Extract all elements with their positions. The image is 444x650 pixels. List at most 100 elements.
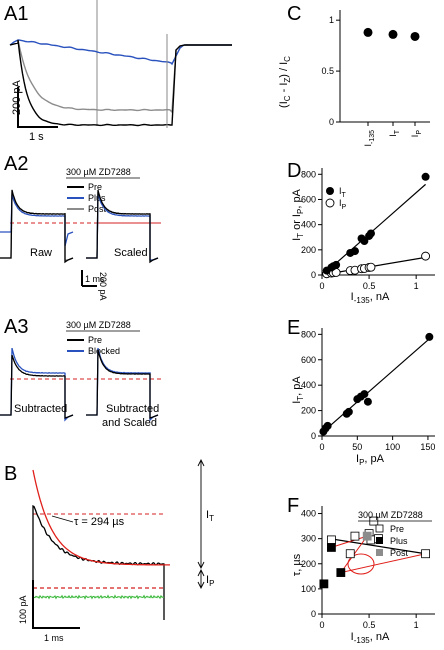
a2-raw-trace-pre	[0, 189, 74, 264]
panel-e: E IT, pA IP, pA 0 200 400 600 800 0 50 100 150	[287, 317, 435, 467]
panel-label-d: D	[287, 160, 301, 182]
f-legend-marker-post	[376, 549, 383, 556]
a1-trace-plus	[9, 39, 232, 66]
a2-scaled-label: Scaled	[114, 247, 148, 259]
a3-legend-pre: Pre	[88, 335, 102, 345]
e-fit	[321, 336, 432, 434]
b-residual	[32, 594, 165, 600]
e-yticks-label-1: 200	[301, 406, 316, 416]
d-yticks-label-0: 0	[311, 270, 316, 280]
panel-label-f: F	[287, 495, 299, 517]
panel-a1: A1 200 pA 1 s	[4, 0, 232, 143]
f-point-plus-0	[319, 579, 329, 589]
a3-subtracted-scaled-label-1: Subtracted	[106, 403, 159, 415]
a1-scalebar	[17, 87, 58, 128]
c-yticks-label-2: 1	[329, 15, 334, 25]
c-xtick-label-2: IP	[410, 130, 423, 138]
e-yticks-label-0: 0	[311, 431, 316, 441]
d-point-it-10	[421, 172, 430, 181]
panel-a2: A2 300 µM ZD7288 Pre Plus Post Raw Scale…	[0, 153, 161, 301]
panel-label-c: C	[287, 3, 301, 25]
c-xtick-label-0: I-135	[363, 130, 376, 147]
panel-f: F τ, µs I-135, nA 0 100 200 300 400 0 0.5 1 30…	[287, 495, 435, 645]
e-yticks-label-3: 600	[301, 355, 316, 365]
panel-d: D IT or IP, pA I-135, nA 0 200 400 600 800 0…	[287, 160, 435, 305]
d-yticks-label-4: 800	[301, 169, 316, 179]
b-it-arrow	[197, 458, 205, 570]
panel-label-b: B	[4, 463, 17, 485]
a2-scaled-trace-plus	[86, 193, 159, 261]
d-yticks-label-3: 600	[301, 194, 316, 204]
d-yticks-label-1: 200	[301, 245, 316, 255]
f-y-axis-title: τ, µs	[291, 553, 303, 576]
a2-scalebar-y-label: 200 pA	[98, 272, 108, 301]
a3-subtracted-trace-pre	[0, 354, 74, 419]
c-yticks-label-1: 0.5	[321, 66, 334, 76]
f-yticks-label-0: 0	[311, 609, 316, 619]
f-point-plus-2	[336, 568, 346, 577]
f-point-pre-2	[350, 531, 360, 541]
d-point-ip-9	[366, 262, 376, 272]
a3-subtracted-label: Subtracted	[14, 403, 67, 415]
f-legend-plus: Plus	[390, 536, 408, 546]
d-xticks-label-1: 0.5	[363, 281, 376, 291]
b-ip-label: IP	[206, 574, 214, 588]
b-fit	[32, 469, 170, 566]
c-point-2	[410, 31, 420, 41]
e-xticks-label-2: 100	[385, 442, 400, 452]
a3-subtracted-trace-blocked	[0, 347, 74, 422]
e-yticks-label-4: 800	[301, 329, 316, 339]
e-xticks-label-1: 50	[352, 442, 362, 452]
b-scalebar-x-label: 1 ms	[44, 633, 64, 643]
a1-trace-pre	[9, 39, 232, 127]
d-fit-it	[324, 183, 426, 274]
a3-legend-title: 300 µM ZD7288	[66, 320, 131, 330]
a1-scalebar-x-label: 1 s	[29, 131, 44, 143]
d-legend-ip: IP	[339, 198, 347, 211]
e-yticks-label-2: 400	[301, 380, 316, 390]
d-yticks-label-2: 400	[301, 220, 316, 230]
b-ip-arrow	[197, 568, 205, 590]
e-point-9	[425, 332, 434, 341]
c-point-0	[363, 27, 373, 37]
a2-legend-title: 300 µM ZD7288	[66, 167, 131, 177]
panel-c: C (IC - IZ) / IC 0 0.5 1 I-135 IT IP	[278, 3, 430, 147]
d-point-it-9	[366, 229, 375, 238]
d-point-it-5	[350, 247, 359, 256]
f-yticks-label-2: 200	[301, 559, 316, 569]
a2-scalebar-x-label: 1 ms	[85, 274, 105, 284]
f-legend-title: 300 µM ZD7288	[358, 510, 423, 520]
c-yticks-label-0: 0	[329, 117, 334, 127]
d-y-axis-title: IT or IP, pA	[291, 188, 305, 240]
a2-raw-label: Raw	[30, 247, 52, 259]
d-point-it-3	[332, 260, 341, 269]
panel-label-a3: A3	[4, 316, 28, 338]
f-point-pre-0	[327, 535, 336, 545]
a2-scalebar	[81, 270, 97, 287]
f-point-plus-1	[327, 543, 336, 552]
c-xtick-label-1: IT	[388, 129, 401, 137]
f-fit-pre	[329, 538, 426, 555]
f-x-axis-title: I-135, nA	[351, 631, 390, 645]
c-y-axis-title: (IC - IZ) / IC	[278, 56, 292, 108]
a3-legend-blocked: Blocked	[88, 346, 120, 356]
f-yticks-label-1: 100	[301, 584, 316, 594]
e-point-4	[344, 407, 353, 416]
f-legend-post: Post	[390, 548, 409, 558]
f-xticks-label-0: 0	[319, 620, 324, 630]
e-xticks-label-0: 0	[319, 442, 324, 452]
f-xticks-label-1: 0.5	[363, 620, 376, 630]
b-tau-pointer	[51, 515, 74, 523]
f-point-pre-7	[421, 549, 430, 559]
e-point-8	[363, 397, 372, 406]
a2-raw-trace-plus	[0, 194, 74, 247]
a1-scalebar-y-label: 200 pA	[11, 79, 23, 115]
e-y-axis-title: IT, pA	[291, 376, 305, 404]
d-xticks-label-0: 0	[319, 281, 324, 291]
d-point-ip-10	[421, 251, 431, 261]
panel-label-a1: A1	[4, 3, 28, 25]
d-xticks-label-2: 1	[414, 281, 419, 291]
d-x-axis-title: I-135, nA	[351, 291, 390, 305]
a2-legend-plus: Plus	[88, 193, 106, 203]
